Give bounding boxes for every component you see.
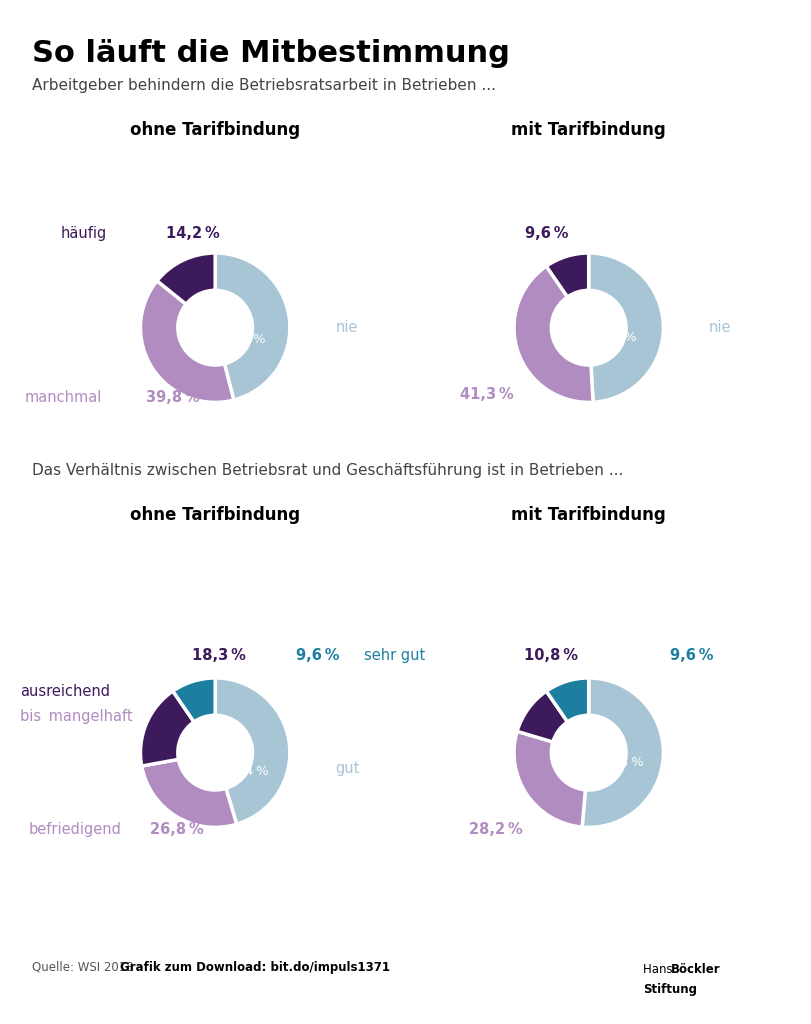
Text: So läuft die Mitbestimmung: So läuft die Mitbestimmung bbox=[32, 39, 510, 68]
Text: 9,6 %: 9,6 % bbox=[296, 648, 340, 663]
Text: 46 %: 46 % bbox=[232, 334, 266, 346]
Text: Stiftung: Stiftung bbox=[642, 983, 697, 996]
Wedge shape bbox=[513, 266, 592, 402]
Wedge shape bbox=[581, 678, 663, 827]
Text: 18,3 %: 18,3 % bbox=[192, 648, 246, 663]
Text: 49 %: 49 % bbox=[602, 332, 636, 344]
Text: Grafik zum Download: bit.do/impuls1371: Grafik zum Download: bit.do/impuls1371 bbox=[120, 961, 390, 974]
Text: Quelle: WSI 2018: Quelle: WSI 2018 bbox=[32, 961, 134, 974]
Text: 9,6 %: 9,6 % bbox=[669, 648, 713, 663]
Wedge shape bbox=[215, 678, 290, 824]
Wedge shape bbox=[546, 678, 588, 722]
Wedge shape bbox=[141, 760, 236, 827]
Text: gut: gut bbox=[335, 761, 359, 775]
Text: manchmal: manchmal bbox=[24, 390, 101, 404]
Text: ohne Tarifbindung: ohne Tarifbindung bbox=[130, 506, 300, 524]
Wedge shape bbox=[546, 253, 588, 297]
Text: mit Tarifbindung: mit Tarifbindung bbox=[511, 506, 665, 524]
Wedge shape bbox=[140, 281, 234, 402]
Text: 28,2 %: 28,2 % bbox=[468, 822, 521, 837]
Text: 26,8 %: 26,8 % bbox=[150, 822, 204, 837]
Text: bis  mangelhaft: bis mangelhaft bbox=[20, 710, 133, 724]
Wedge shape bbox=[157, 253, 215, 304]
Text: mit Tarifbindung: mit Tarifbindung bbox=[511, 121, 665, 139]
Text: 41,3 %: 41,3 % bbox=[460, 387, 513, 401]
Wedge shape bbox=[140, 691, 194, 766]
Text: 39,8 %: 39,8 % bbox=[146, 390, 200, 404]
Text: 10,8 %: 10,8 % bbox=[523, 648, 577, 663]
Wedge shape bbox=[588, 253, 663, 402]
Wedge shape bbox=[517, 691, 567, 742]
Wedge shape bbox=[513, 731, 585, 827]
Text: ausreichend: ausreichend bbox=[20, 684, 110, 698]
Text: häufig: häufig bbox=[61, 226, 107, 241]
Text: Arbeitgeber behindern die Betriebsratsarbeit in Betrieben ...: Arbeitgeber behindern die Betriebsratsar… bbox=[32, 78, 496, 93]
Text: Hans: Hans bbox=[642, 963, 676, 976]
Text: ohne Tarifbindung: ohne Tarifbindung bbox=[130, 121, 300, 139]
Text: Böckler: Böckler bbox=[670, 963, 719, 976]
Text: Das Verhältnis zwischen Betriebsrat und Geschäftsführung ist in Betrieben ...: Das Verhältnis zwischen Betriebsrat und … bbox=[32, 463, 623, 478]
Text: nie: nie bbox=[335, 321, 358, 335]
Wedge shape bbox=[173, 678, 215, 722]
Text: befriedigend: befriedigend bbox=[28, 822, 121, 837]
Text: 9,6 %: 9,6 % bbox=[525, 226, 569, 241]
Text: 51,4 %: 51,4 % bbox=[598, 757, 643, 769]
Wedge shape bbox=[215, 253, 290, 400]
Text: nie: nie bbox=[708, 321, 731, 335]
Text: 14,2 %: 14,2 % bbox=[166, 226, 220, 241]
Text: sehr gut: sehr gut bbox=[363, 648, 424, 663]
Text: 45,4 %: 45,4 % bbox=[224, 765, 268, 777]
